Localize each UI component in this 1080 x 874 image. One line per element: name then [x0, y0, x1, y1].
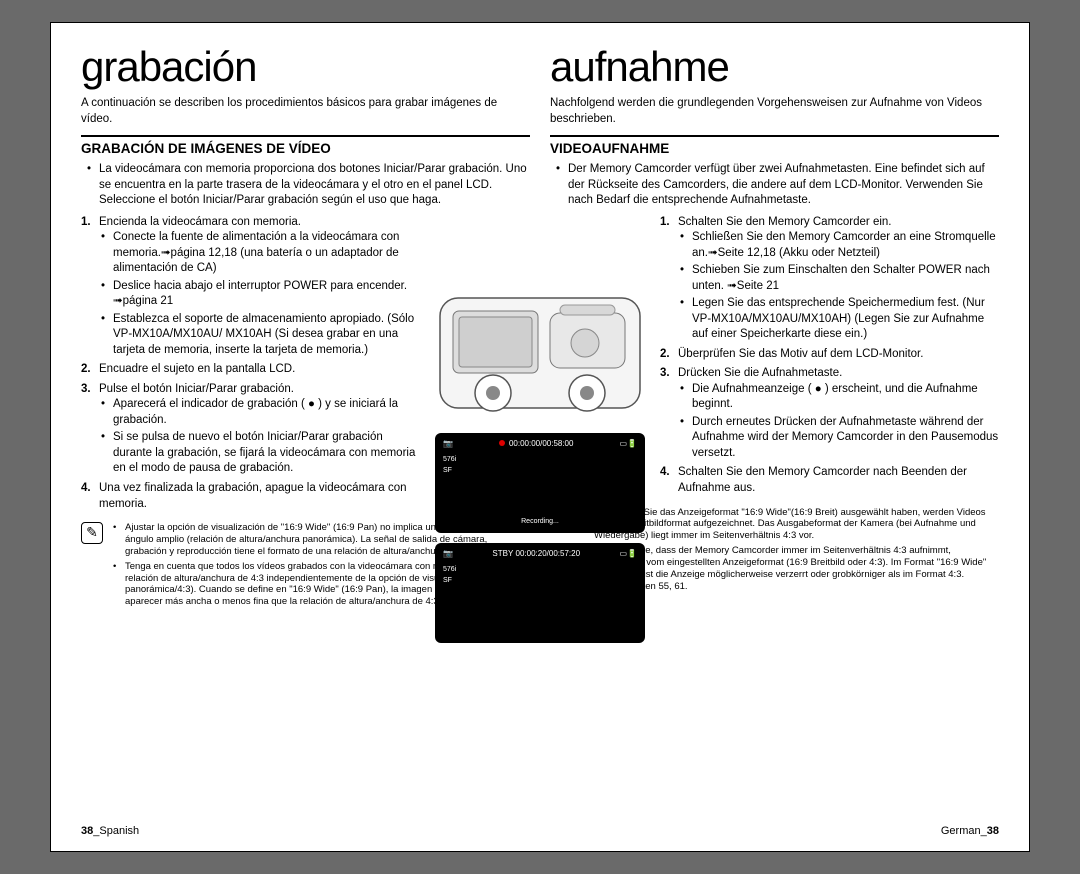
camcorder-drawing: [435, 273, 645, 423]
intro-de: Nachfolgend werden die grundlegenden Vor…: [550, 95, 999, 127]
section-head-es: GRABACIÓN DE IMÁGENES DE VÍDEO: [81, 135, 530, 156]
steps-es: 1.Encienda la videocámara con memoria. C…: [81, 215, 420, 512]
page-number-right: German_38: [941, 825, 999, 837]
title-es: grabación: [81, 43, 530, 91]
page-number-left: 38_Spanish: [81, 825, 139, 837]
note-icon: ✎: [81, 522, 103, 544]
lead-bullet-de: Der Memory Camcorder verfügt über zwei A…: [568, 162, 999, 209]
center-illustrations: 📷 00:00:00/00:58:00 ▭🔋 576i SF Recording…: [425, 273, 655, 643]
manual-page: grabación A continuación se describen lo…: [50, 22, 1030, 852]
title-de: aufnahme: [550, 43, 999, 91]
steps-de: 1.Schalten Sie den Memory Camcorder ein.…: [660, 215, 999, 497]
lead-bullet-es: La videocámara con memoria proporciona d…: [99, 162, 530, 209]
section-head-de: VIDEOAUFNAHME: [550, 135, 999, 156]
lcd-recording: 📷 00:00:00/00:58:00 ▭🔋 576i SF Recording…: [435, 433, 645, 533]
lcd-standby: 📷 STBY 00:00:20/00:57:20 ▭🔋 576i SF: [435, 543, 645, 643]
intro-es: A continuación se describen los procedim…: [81, 95, 530, 127]
